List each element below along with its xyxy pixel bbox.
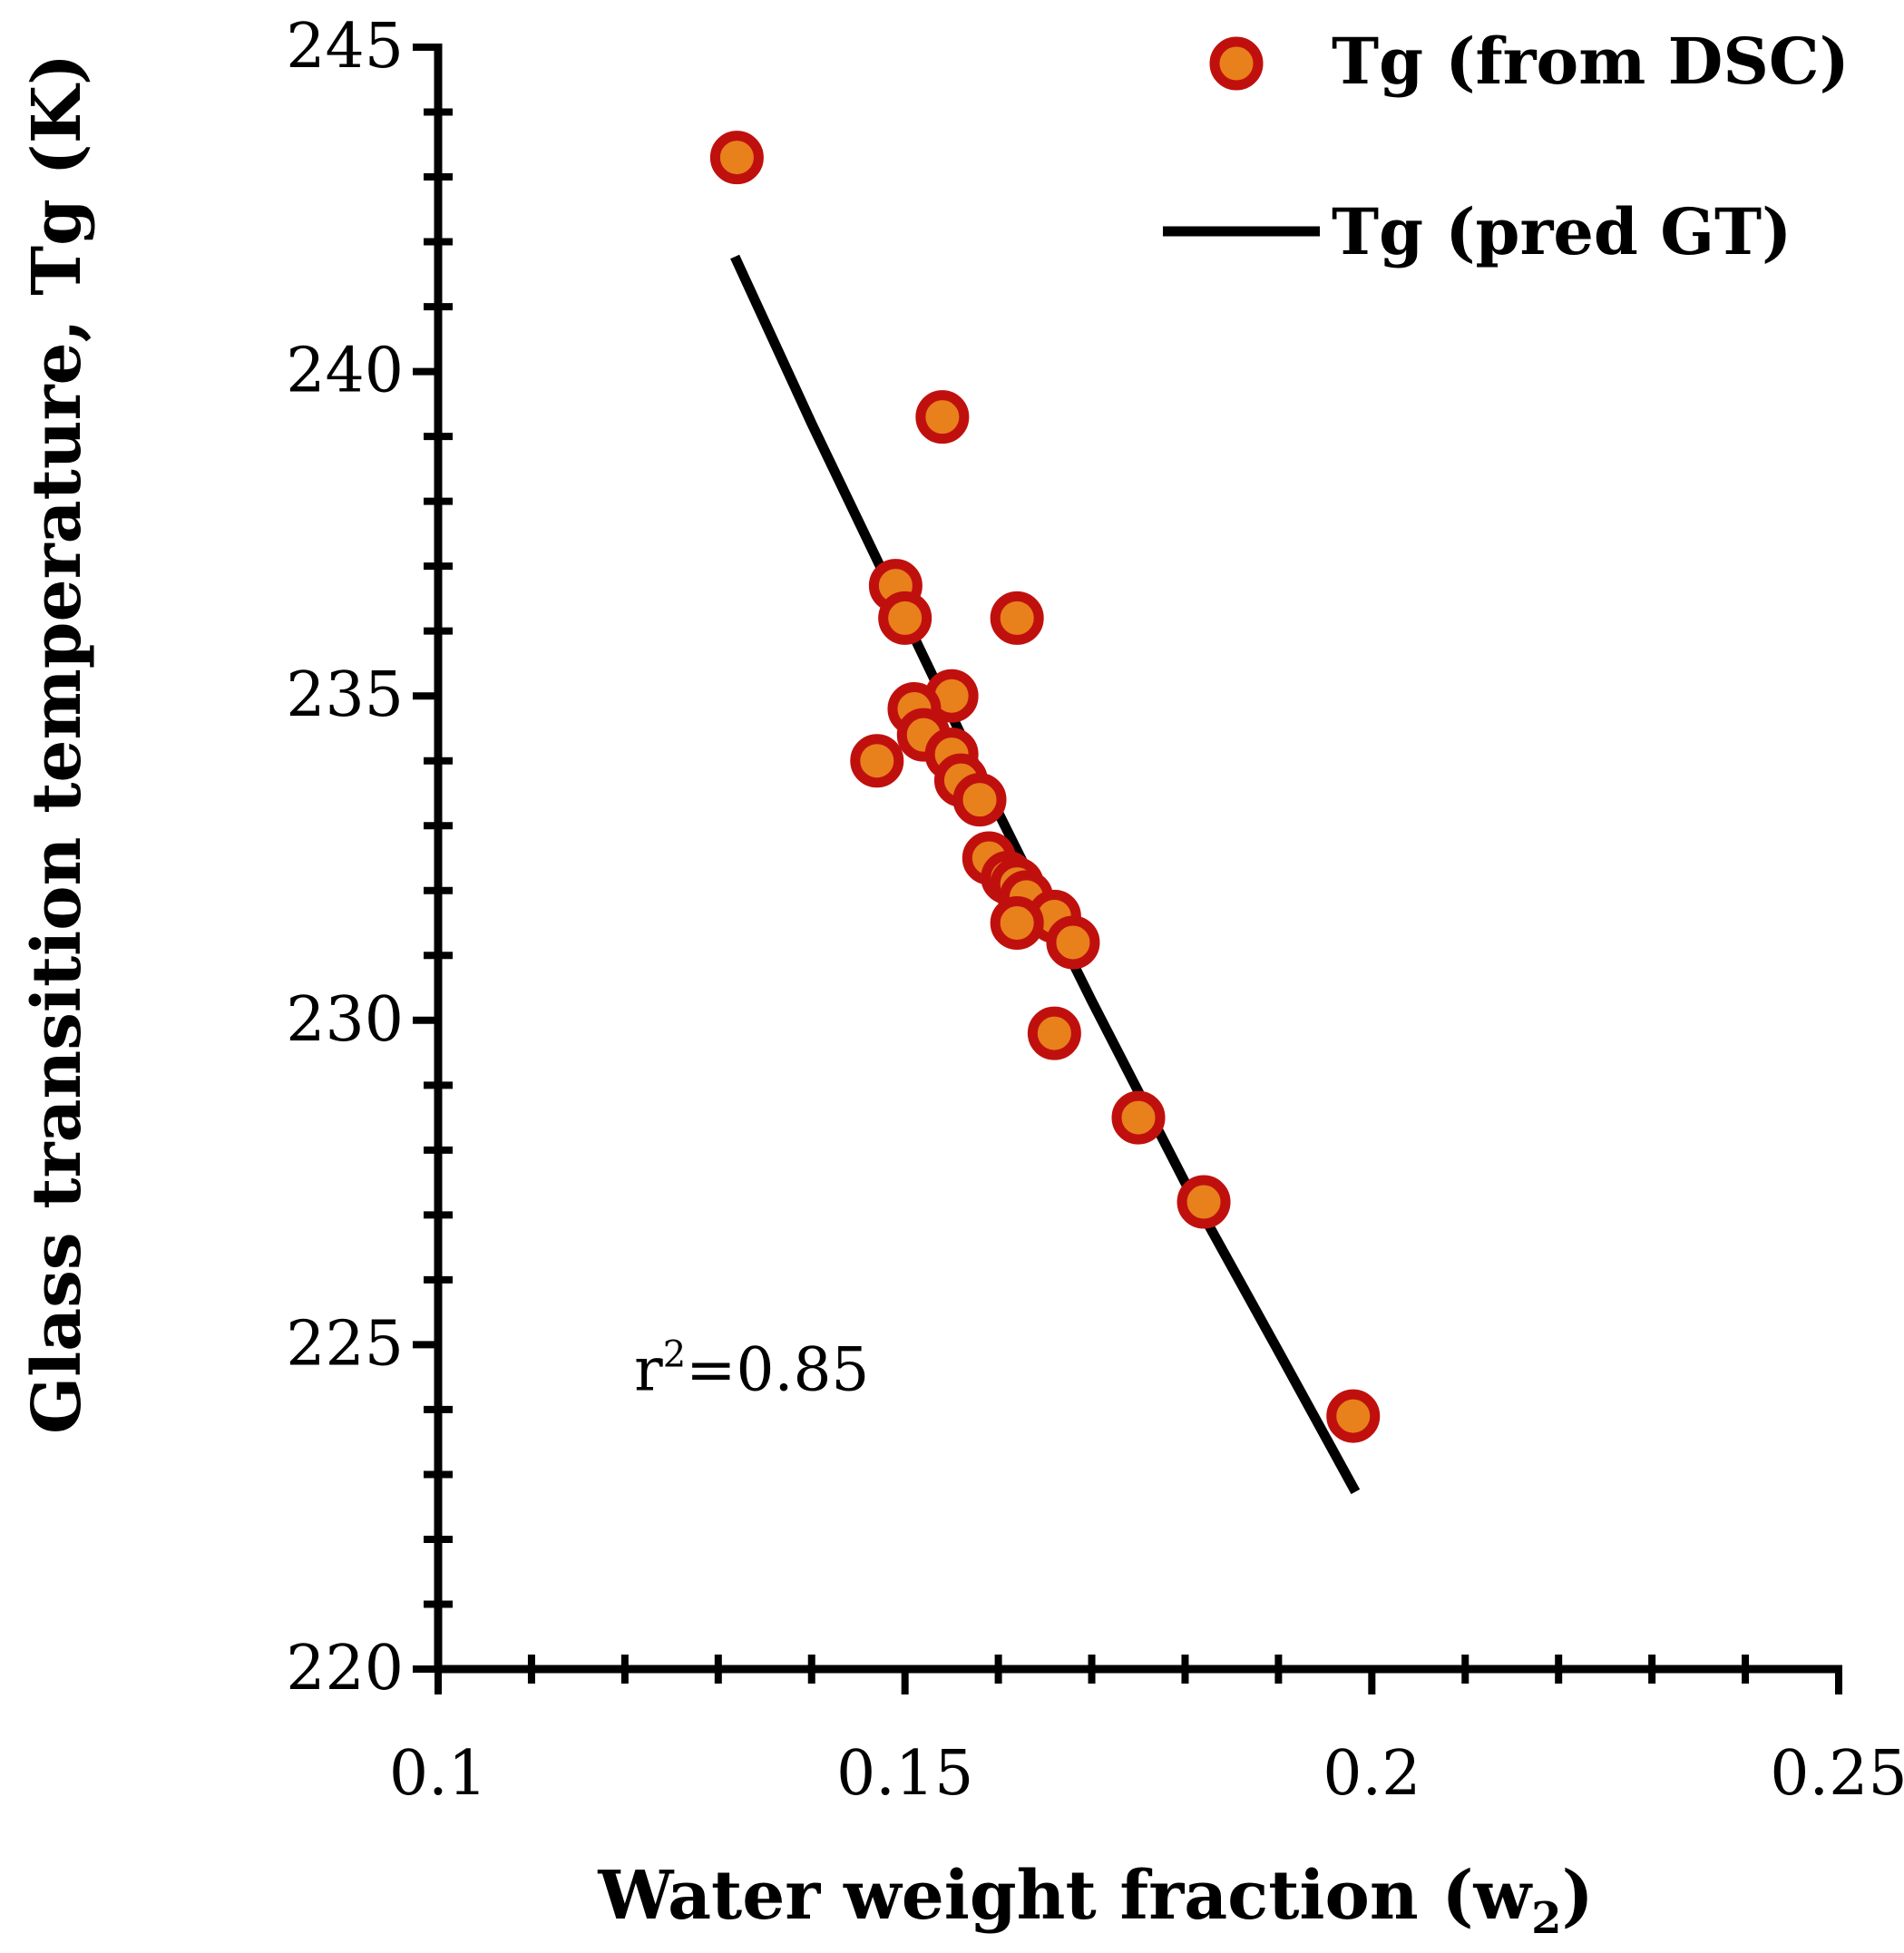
dsc-data-point xyxy=(1111,1090,1166,1145)
x-tick-label: 0.1 xyxy=(389,1738,487,1810)
legend-label-gt: Tg (pred GT) xyxy=(1332,194,1792,269)
r-squared-base: r xyxy=(634,1334,663,1404)
dsc-data-point xyxy=(1027,1006,1081,1060)
y-tick-label: 220 xyxy=(286,1633,404,1704)
y-tick-label: 230 xyxy=(286,984,404,1056)
y-tick-label: 240 xyxy=(286,336,404,407)
y-axis-title: Glass transition temperature, Tg (K) xyxy=(18,54,96,1434)
legend-label-dsc: Tg (from DSC) xyxy=(1332,24,1850,99)
legend: Tg (from DSC) Tg (pred GT) xyxy=(1163,24,1850,269)
dsc-data-point xyxy=(952,773,1007,827)
gt-prediction-line xyxy=(730,254,1361,1495)
points-layer xyxy=(709,131,1381,1443)
fit-line-layer xyxy=(730,254,1361,1495)
y-tick-label: 235 xyxy=(286,659,404,731)
dsc-data-point xyxy=(1326,1389,1381,1443)
x-axis-title-subscript: 2 xyxy=(1531,1893,1561,1944)
dsc-data-point xyxy=(850,734,904,788)
y-tick-label: 245 xyxy=(286,11,404,83)
r-squared-value: =0.85 xyxy=(686,1334,869,1404)
x-tick-label: 0.2 xyxy=(1323,1738,1421,1810)
x-axis-title-main: Water weight fraction (w xyxy=(597,1857,1533,1935)
r-squared-exponent: 2 xyxy=(663,1333,686,1375)
r-squared-annotation: r2=0.85 xyxy=(634,1333,869,1404)
x-tick-label: 0.25 xyxy=(1770,1738,1904,1810)
dsc-data-point xyxy=(915,390,970,444)
dsc-data-point xyxy=(1046,915,1100,970)
y-tick-label: 225 xyxy=(286,1308,404,1380)
dsc-data-point xyxy=(709,131,764,185)
dsc-data-point xyxy=(1177,1175,1231,1229)
dsc-data-point xyxy=(990,896,1044,951)
dsc-data-point xyxy=(990,591,1044,645)
dsc-data-point xyxy=(878,591,932,645)
ticks: 220 225 230 235 240 245 0.1 0.15 0.2 0.25 xyxy=(286,11,1904,1810)
axes xyxy=(434,44,1842,1674)
x-axis-title-close: ) xyxy=(1562,1857,1594,1935)
x-tick-label: 0.15 xyxy=(836,1738,973,1810)
legend-marker-dsc xyxy=(1209,36,1264,91)
x-axis-title: Water weight fraction (w2) xyxy=(597,1857,1593,1944)
